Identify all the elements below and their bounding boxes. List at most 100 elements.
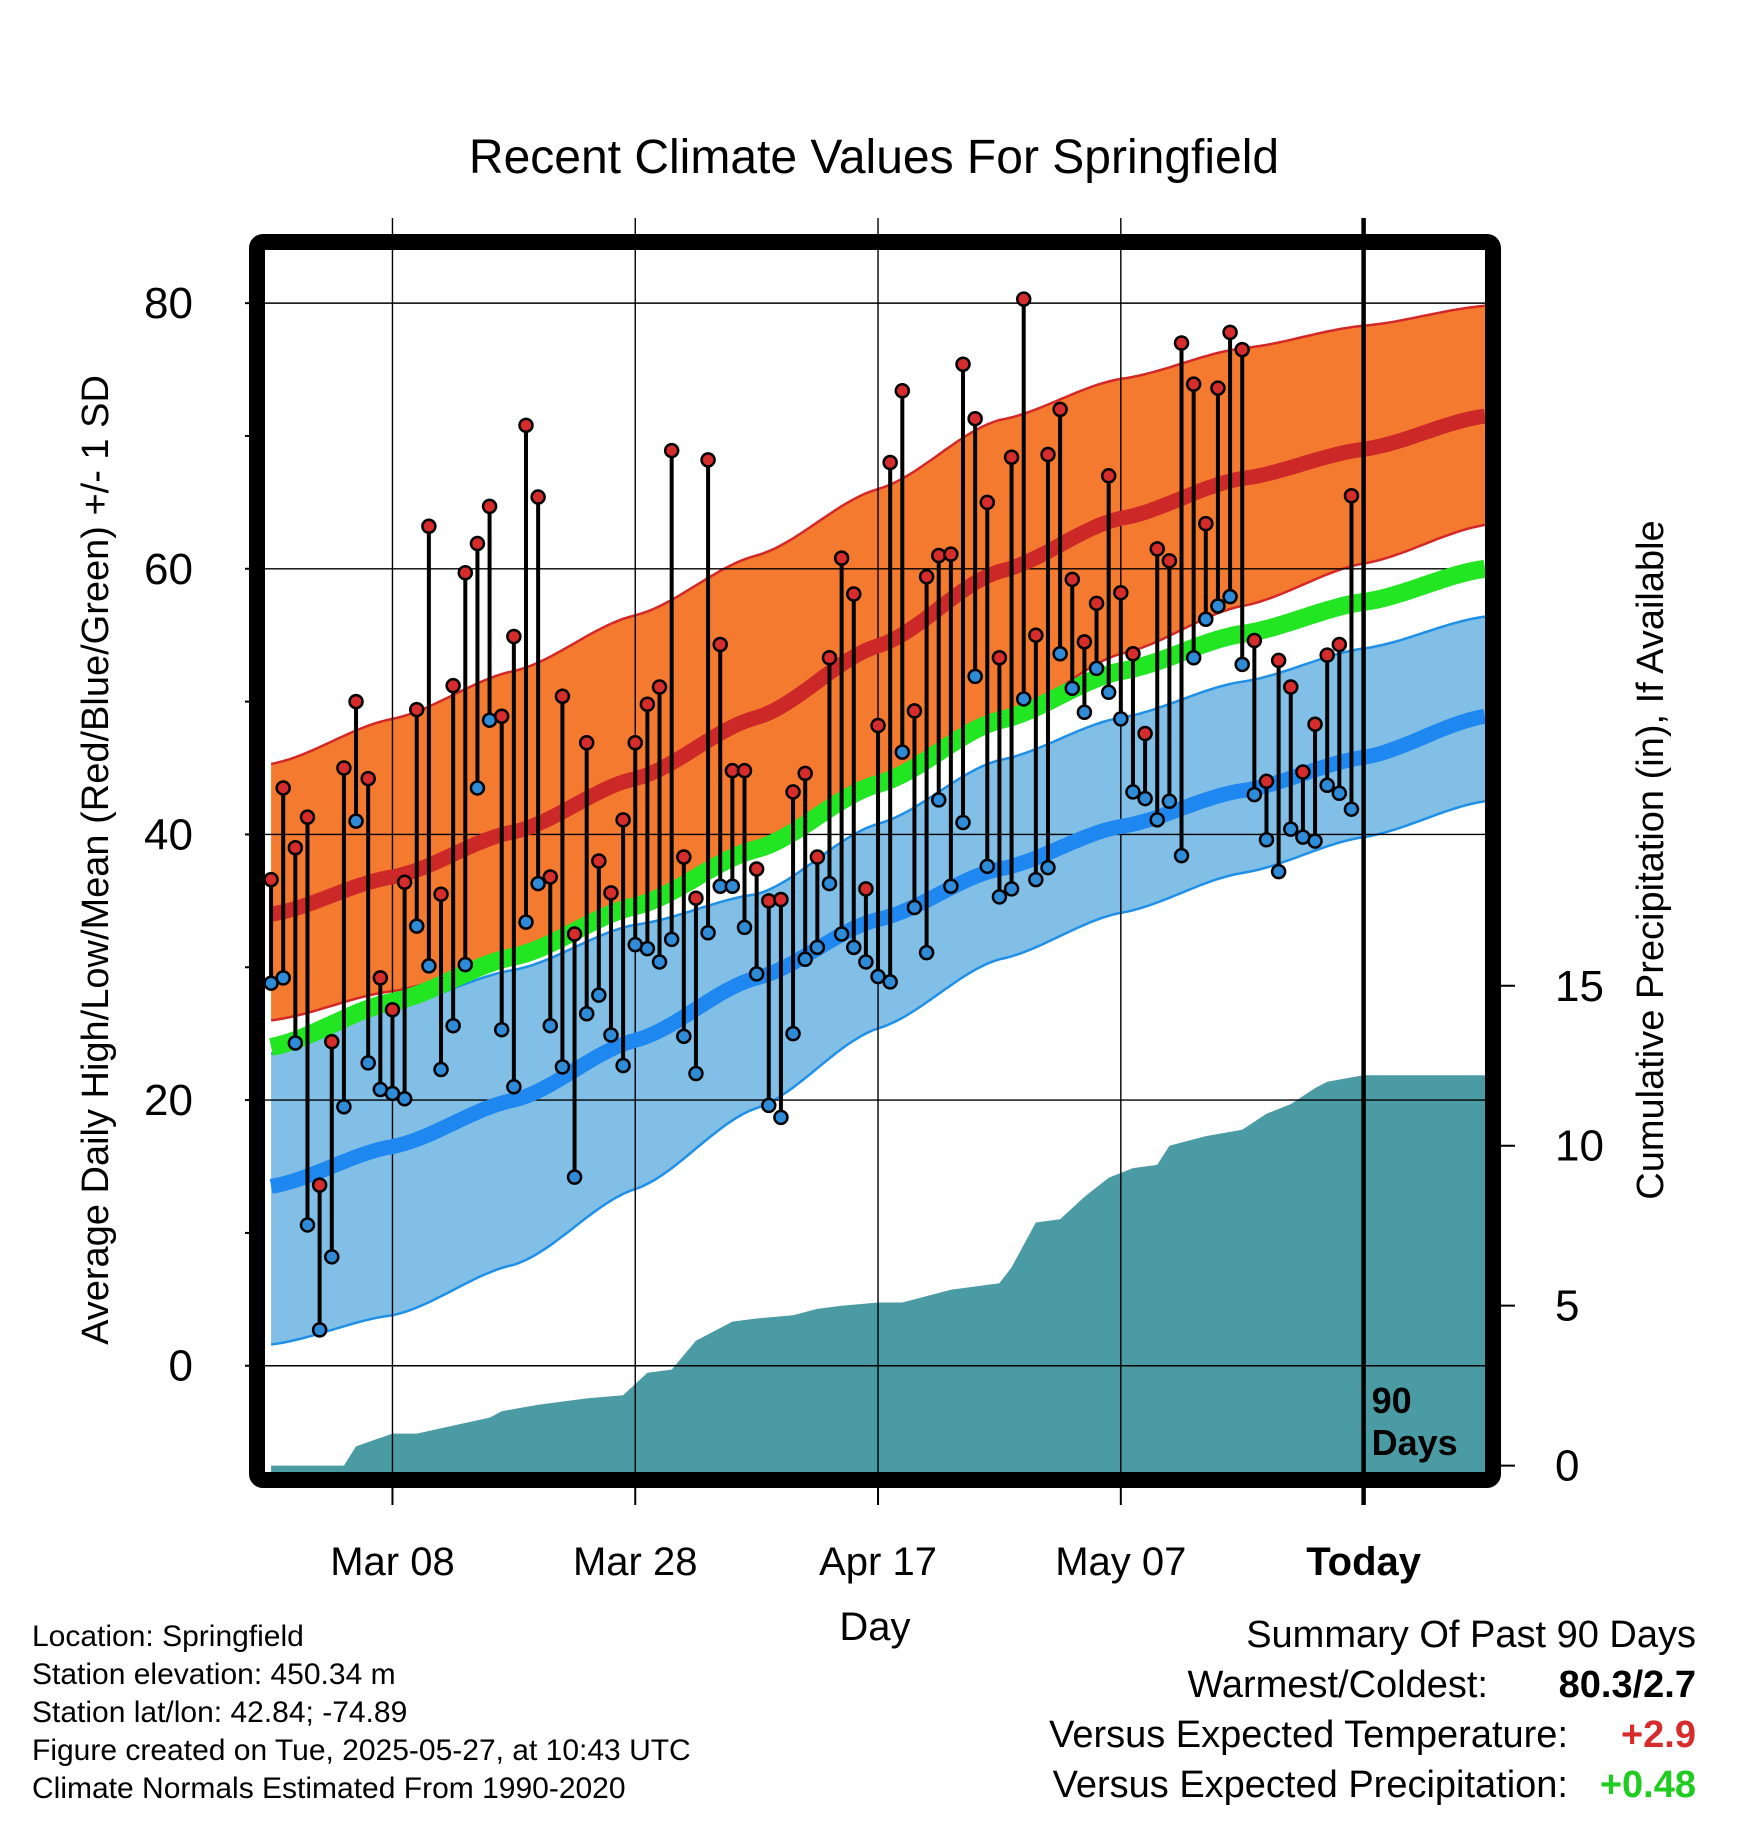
daily-low-point [396, 1091, 413, 1107]
daily-low-point [846, 939, 862, 956]
daily-low-point [651, 954, 668, 970]
daily-low-point [1064, 680, 1081, 697]
daily-high-point [918, 569, 935, 585]
daily-high-point [943, 546, 959, 562]
daily-high-point [421, 518, 437, 535]
daily-high-point [336, 760, 352, 776]
daily-low-point [688, 1065, 704, 1082]
daily-high-point [1258, 773, 1275, 790]
daily-low-point [1161, 793, 1178, 809]
daily-low-point [1270, 863, 1287, 880]
daily-low-point [724, 878, 741, 894]
daily-high-point [906, 703, 923, 719]
daily-low-point [457, 956, 474, 973]
right-tick-label: 0 [1555, 1442, 1579, 1491]
daily-high-point [809, 849, 826, 865]
daily-low-point [785, 1025, 801, 1042]
x-tick-label: Mar 08 [330, 1540, 455, 1584]
daily-high-point [287, 839, 304, 856]
daily-high-point [894, 383, 911, 399]
daily-high-point [1270, 652, 1287, 669]
daily-high-point [1088, 595, 1105, 612]
daily-high-point [858, 881, 874, 897]
daily-high-point [736, 762, 753, 779]
daily-high-point [651, 679, 668, 695]
daily-high-point [979, 494, 996, 511]
daily-high-point [299, 809, 316, 825]
daily-low-point [1052, 646, 1068, 662]
chart-title: Recent Climate Values For Springfield [468, 131, 1280, 184]
daily-low-point [1076, 704, 1093, 720]
summary-precip-label: Versus Expected Precipitation: [1052, 1764, 1568, 1806]
daily-high-point [773, 891, 789, 908]
daily-low-point [615, 1057, 631, 1074]
daily-low-point [700, 924, 716, 941]
daily-low-point [639, 940, 656, 957]
daily-high-point [846, 586, 862, 602]
daily-low-point [736, 919, 753, 936]
daily-high-point [1307, 716, 1323, 732]
daily-high-point [991, 650, 1008, 666]
x-tick-label: Apr 17 [819, 1540, 937, 1584]
right-tick-label: 5 [1555, 1282, 1579, 1331]
daily-low-point [1307, 833, 1323, 849]
footer-location: Location: Springfield [32, 1620, 304, 1653]
daily-high-point [967, 410, 983, 427]
daily-high-point [384, 1002, 401, 1018]
daily-high-point [481, 498, 498, 515]
daily-high-point [882, 454, 898, 471]
daily-low-point [1198, 611, 1214, 628]
daily-low-point [591, 987, 607, 1003]
footer-created: Figure created on Tue, 2025-05-27, at 10… [32, 1734, 691, 1767]
daily-low-point [1283, 821, 1299, 837]
daily-high-point [324, 1033, 340, 1050]
daily-low-point [469, 780, 486, 796]
summary-warmest-coldest-value: 80.3/2.7 [1558, 1664, 1696, 1706]
y-axis-label-right: Cumulative Precipitation (in), If Availa… [1630, 520, 1672, 1199]
left-tick-label: 20 [144, 1076, 193, 1125]
daily-low-point [1234, 656, 1250, 673]
daily-high-point [1246, 632, 1263, 649]
summary-precip-value: +0.48 [1599, 1764, 1696, 1806]
daily-high-point [530, 489, 546, 505]
daily-high-point [748, 861, 765, 877]
daily-low-point [493, 1021, 510, 1038]
daily-high-point [1040, 446, 1056, 463]
daily-low-point [748, 966, 765, 982]
daily-low-point [554, 1059, 571, 1075]
footer-elevation: Station elevation: 450.34 m [32, 1658, 396, 1691]
daily-low-point [930, 792, 947, 808]
daily-low-point [1137, 790, 1153, 807]
daily-high-point [591, 853, 607, 869]
left-tick-label: 40 [144, 810, 193, 859]
daily-low-point [530, 875, 546, 892]
daily-low-point [918, 944, 935, 961]
plot-frame [249, 234, 1501, 1488]
daily-high-point [700, 452, 716, 468]
daily-high-point [493, 708, 510, 724]
daily-low-point [518, 914, 534, 930]
daily-low-point [1173, 847, 1190, 864]
daily-high-point [615, 812, 631, 828]
daily-low-point [542, 1017, 559, 1034]
daily-low-point [1319, 777, 1335, 794]
summary-heading: Summary Of Past 90 Days [1246, 1614, 1696, 1656]
daily-high-point [542, 869, 559, 885]
daily-high-point [457, 565, 474, 581]
daily-low-point [408, 918, 425, 934]
y-axis-label-left: Average Daily High/Low/Mean (Red/Blue/Gr… [75, 375, 117, 1345]
daily-high-point [1198, 515, 1214, 532]
daily-low-point [360, 1055, 376, 1071]
daily-low-point [1210, 598, 1226, 614]
daily-low-point [1003, 881, 1020, 897]
left-tick-label: 80 [144, 279, 193, 328]
daily-high-point [396, 874, 413, 891]
daily-low-point [1258, 831, 1275, 848]
daily-high-point [275, 780, 291, 796]
daily-low-point [311, 1322, 328, 1338]
right-tick-label: 10 [1555, 1122, 1604, 1171]
daily-high-point [1295, 764, 1311, 780]
footer-normals: Climate Normals Estimated From 1990-2020 [32, 1772, 626, 1805]
daily-high-point [348, 693, 364, 710]
daily-high-point [1076, 634, 1093, 650]
